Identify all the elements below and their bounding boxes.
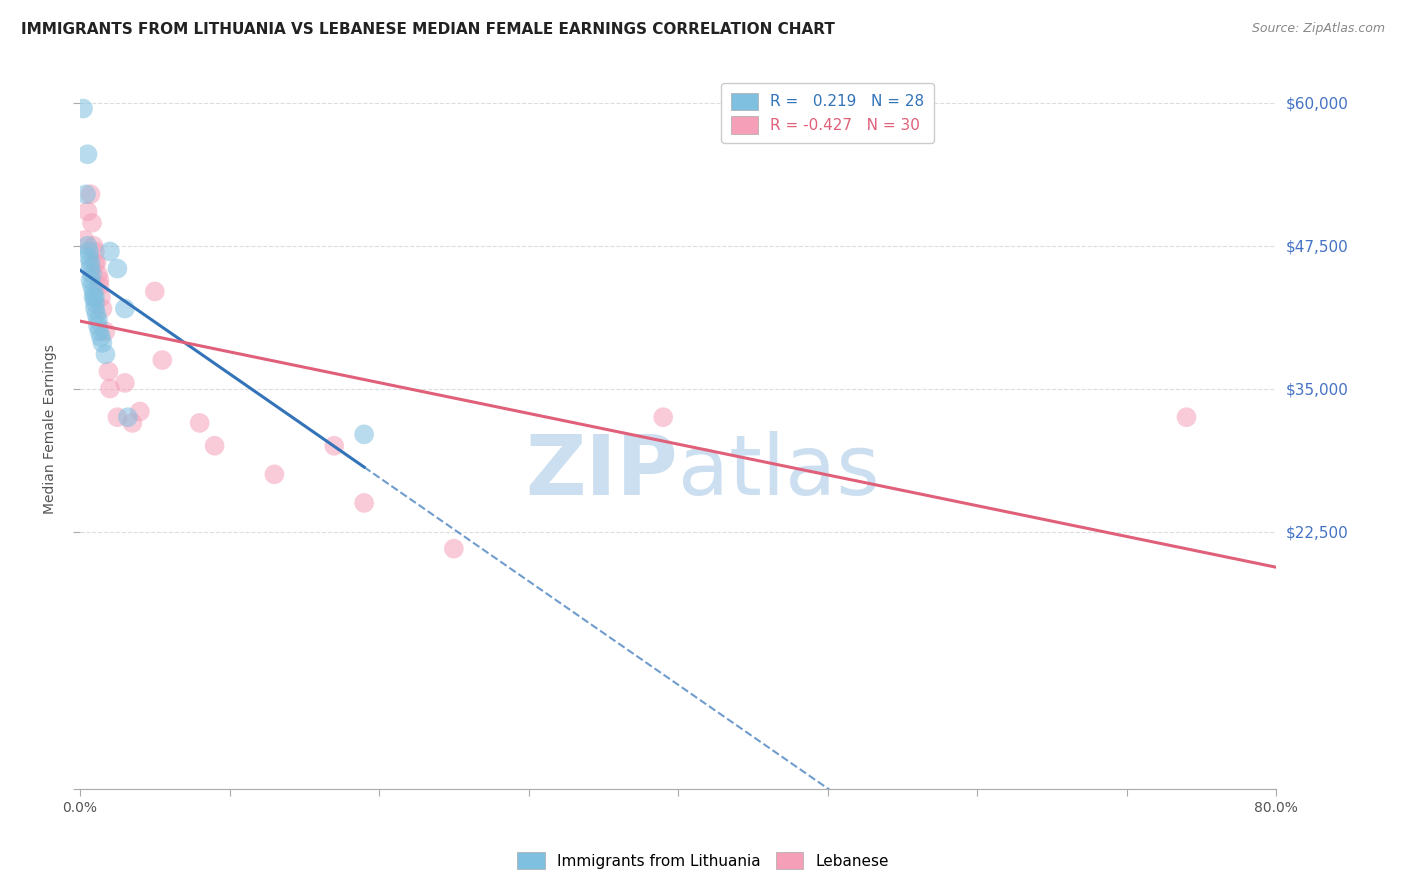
Point: [89, 273, 111, 287]
Point: [128, 404, 150, 418]
Text: Source: ZipAtlas.com: Source: ZipAtlas.com: [1251, 22, 1385, 36]
Point: [652, 410, 675, 425]
Point: [107, 410, 129, 425]
Point: [188, 416, 211, 430]
Point: [76, 147, 98, 161]
Point: [79, 273, 101, 287]
Point: [72, 102, 94, 116]
Point: [89, 325, 111, 339]
Point: [79, 187, 101, 202]
Point: [353, 427, 375, 442]
Legend: R =   0.219   N = 28, R = -0.427   N = 30: R = 0.219 N = 28, R = -0.427 N = 30: [721, 83, 934, 143]
Point: [114, 301, 136, 316]
Point: [90, 290, 112, 304]
Point: [97, 364, 120, 378]
Point: [114, 376, 136, 390]
Point: [82, 290, 104, 304]
Point: [77, 250, 100, 264]
Text: ZIP: ZIP: [526, 432, 678, 512]
Point: [79, 261, 101, 276]
Point: [117, 410, 139, 425]
Point: [82, 285, 104, 299]
Point: [86, 256, 108, 270]
Point: [80, 216, 103, 230]
Point: [143, 285, 166, 299]
Point: [82, 238, 104, 252]
Point: [80, 278, 103, 293]
Text: atlas: atlas: [678, 432, 880, 512]
Point: [98, 382, 121, 396]
Point: [87, 318, 110, 333]
Point: [90, 330, 112, 344]
Point: [98, 244, 121, 259]
Point: [84, 296, 107, 310]
Point: [84, 290, 107, 304]
Point: [91, 335, 114, 350]
Point: [76, 238, 98, 252]
Legend: Immigrants from Lithuania, Lebanese: Immigrants from Lithuania, Lebanese: [510, 846, 896, 875]
Point: [84, 301, 107, 316]
Point: [323, 439, 346, 453]
Point: [107, 261, 129, 276]
Point: [73, 233, 96, 247]
Point: [263, 467, 285, 482]
Point: [121, 416, 143, 430]
Point: [443, 541, 465, 556]
Point: [87, 313, 110, 327]
Point: [91, 301, 114, 316]
Point: [1175, 410, 1198, 425]
Text: IMMIGRANTS FROM LITHUANIA VS LEBANESE MEDIAN FEMALE EARNINGS CORRELATION CHART: IMMIGRANTS FROM LITHUANIA VS LEBANESE ME…: [21, 22, 835, 37]
Point: [77, 244, 100, 259]
Point: [94, 347, 117, 361]
Point: [84, 244, 107, 259]
Point: [76, 204, 98, 219]
Point: [204, 439, 226, 453]
Point: [84, 256, 107, 270]
Point: [353, 496, 375, 510]
Point: [94, 325, 117, 339]
Point: [86, 307, 108, 321]
Point: [89, 278, 111, 293]
Y-axis label: Median Female Earnings: Median Female Earnings: [44, 343, 58, 514]
Point: [79, 256, 101, 270]
Point: [80, 268, 103, 282]
Point: [75, 187, 97, 202]
Point: [150, 353, 173, 368]
Point: [87, 268, 110, 282]
